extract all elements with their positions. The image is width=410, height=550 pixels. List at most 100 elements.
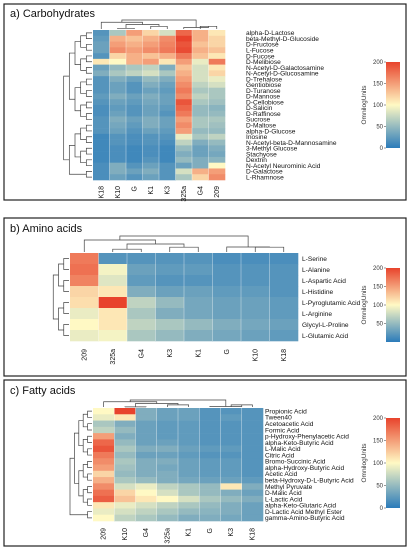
heatmap-cell (208, 162, 226, 169)
heatmap-cell (175, 64, 193, 71)
heatmap-cell (199, 502, 221, 509)
heatmap-cell (93, 414, 115, 421)
heatmap-cell (126, 116, 143, 123)
heatmap-cell (178, 439, 200, 446)
heatmap-cell (178, 495, 200, 503)
heatmap-cell (220, 470, 243, 478)
heatmap-cell (208, 128, 226, 135)
heatmap-cell (175, 47, 193, 54)
row-label: D-Maltose (246, 122, 276, 129)
heatmap-cell (109, 30, 127, 37)
heatmap-cell (184, 330, 213, 342)
heatmap-cell (199, 426, 221, 434)
heatmap-cell (208, 53, 226, 60)
heatmap-cell (159, 76, 176, 83)
heatmap-cell (192, 105, 209, 112)
heatmap-cell (175, 76, 193, 83)
heatmap-cell (126, 47, 143, 54)
legend-tick-label: 200 (373, 60, 384, 66)
heatmap-cell (159, 58, 176, 65)
heatmap-cell (93, 458, 115, 465)
heatmap-cell (212, 330, 242, 342)
heatmap-cell (241, 495, 264, 503)
heatmap-cell (93, 439, 115, 446)
row-label: Sucrose (246, 117, 271, 124)
row-dendrogram (69, 410, 92, 519)
heatmap-cell (192, 174, 209, 181)
heatmap-cell (93, 502, 115, 509)
heatmap-cell (178, 483, 200, 490)
heatmap-cell (220, 426, 243, 434)
row-label: L-Glutamic Acid (302, 333, 349, 340)
heatmap-cell (159, 122, 176, 129)
heatmap-cell (199, 464, 221, 472)
row-label: L-Serine (302, 256, 327, 263)
heatmap-cell (212, 286, 242, 298)
heatmap-cell (156, 464, 179, 472)
row-label: D-Trehalose (246, 76, 282, 83)
row-label: Inosine (246, 134, 268, 141)
heatmap-cell (142, 47, 160, 54)
row-dendrogram (63, 32, 92, 178)
heatmap-cell (175, 139, 193, 146)
heatmap-cell (175, 41, 193, 48)
heatmap-cell (70, 275, 99, 287)
heatmap-cell (192, 145, 209, 152)
heatmap-cell (114, 433, 136, 440)
heatmap-cell (175, 133, 193, 140)
heatmap-cell (114, 495, 136, 503)
heatmap-cell (142, 87, 160, 94)
heatmap-cell (126, 174, 143, 181)
heatmap-cell (220, 433, 243, 440)
row-label: D-Fructose (246, 42, 279, 49)
heatmap-cell (93, 87, 110, 94)
heatmap-cell (114, 477, 136, 484)
heatmap-cell (175, 87, 193, 94)
heatmap-cell (114, 489, 136, 497)
heatmap-cell (175, 151, 193, 158)
heatmap-cell (159, 99, 176, 106)
heatmap-cell (208, 41, 226, 48)
heatmap-cell (159, 139, 176, 146)
column-label: K3 (167, 349, 174, 358)
heatmap-cell (159, 81, 176, 88)
heatmap-cell (192, 53, 209, 60)
heatmap-cell (199, 408, 221, 415)
heatmap-cell (135, 414, 158, 421)
heatmap-cell (127, 275, 156, 287)
heatmap-cell (93, 93, 110, 100)
heatmap-cell (93, 81, 110, 88)
heatmap-cell (98, 275, 128, 287)
heatmap-cell (135, 433, 158, 440)
heatmap-cell (156, 451, 179, 459)
legend-tick-label: 100 (373, 461, 384, 467)
heatmap-cell (184, 275, 213, 287)
row-label: alpha-D-Lactose (246, 30, 295, 37)
heatmap-cell (159, 47, 176, 54)
heatmap-cell (93, 122, 110, 129)
heatmap-cell (159, 168, 176, 175)
legend-tick-label: 200 (373, 266, 384, 272)
heatmap-cell (135, 451, 158, 459)
heatmap-cell (159, 110, 176, 117)
heatmap-cell (208, 58, 226, 65)
column-label: G4 (143, 528, 150, 537)
row-label: gamma-Amino-Butyric Acid (265, 515, 345, 522)
heatmap-cell (126, 70, 143, 77)
heatmap-cell (241, 508, 264, 516)
heatmap-cell (175, 105, 193, 112)
heatmap-cell (126, 105, 143, 112)
row-label: L-Histidine (302, 289, 333, 296)
heatmap-cell (220, 483, 243, 490)
heatmap-cell (212, 275, 242, 287)
heatmap-cell (70, 330, 99, 342)
row-label: Citric Acid (265, 452, 295, 459)
heatmap-cell (93, 70, 110, 77)
heatmap-cell (142, 58, 160, 65)
heatmap-cell (93, 162, 110, 169)
heatmap-cell (126, 64, 143, 71)
heatmap-cell (178, 420, 200, 428)
heatmap-cell (159, 156, 176, 163)
heatmap-cell (126, 139, 143, 146)
heatmap-cell (175, 70, 193, 77)
